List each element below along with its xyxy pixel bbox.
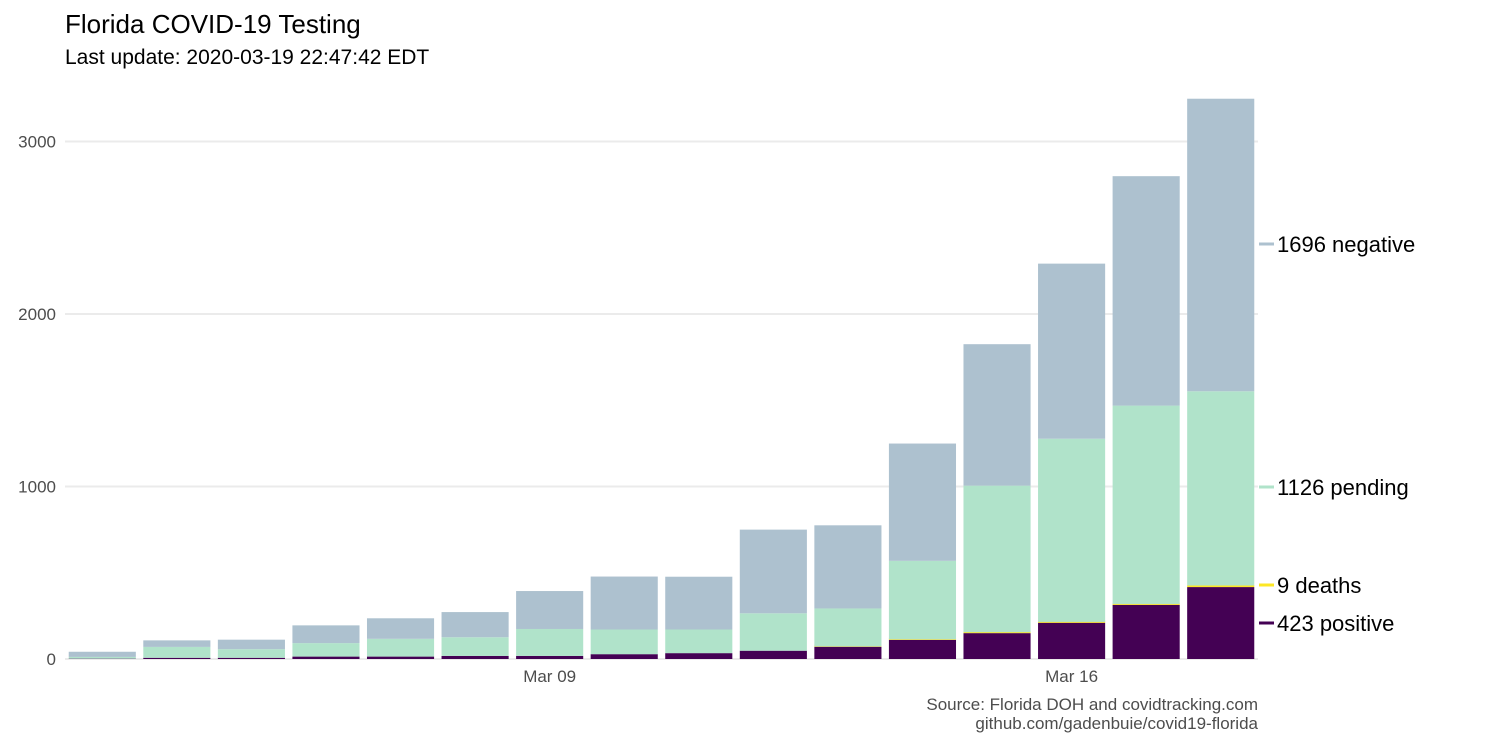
bar-negative	[665, 576, 733, 630]
x-tick-label: Mar 09	[523, 667, 576, 686]
y-tick-label: 2000	[18, 305, 56, 324]
bar-pending	[441, 637, 509, 656]
chart-title: Florida COVID-19 Testing	[65, 9, 361, 39]
y-tick-label: 3000	[18, 133, 56, 152]
bar-negative	[590, 576, 658, 630]
bar-positive	[665, 653, 733, 659]
bar-positive	[366, 656, 435, 659]
bar-pending	[143, 646, 211, 658]
y-tick-label: 1000	[18, 478, 56, 497]
bar-positive	[143, 657, 211, 659]
bar-pending	[1112, 405, 1180, 604]
bar-pending	[292, 643, 360, 657]
bar-pending	[516, 628, 584, 656]
bar-negative	[516, 591, 584, 629]
bar-negative	[739, 529, 807, 614]
bar-pending	[1038, 438, 1106, 622]
bar-positive	[590, 654, 658, 659]
bar-pending	[217, 649, 285, 658]
bar-negative	[292, 625, 360, 644]
repo-caption: github.com/gadenbuie/covid19-florida	[975, 714, 1258, 733]
bar-negative	[143, 640, 211, 647]
bar-positive	[963, 633, 1031, 659]
bar-positive	[888, 639, 957, 659]
bar-pending	[963, 485, 1031, 633]
end-label-positive: 423 positive	[1277, 611, 1394, 636]
bar-pending	[739, 613, 807, 651]
x-tick-label: Mar 16	[1045, 667, 1098, 686]
y-tick-label: 0	[47, 650, 56, 669]
end-label-deaths: 9 deaths	[1277, 573, 1361, 598]
bar-negative	[68, 651, 136, 657]
bar-negative	[814, 525, 882, 609]
bar-pending	[814, 608, 882, 647]
bar-positive	[1187, 587, 1255, 659]
bar-positive	[739, 650, 807, 659]
bar-negative	[366, 618, 435, 639]
bar-negative	[1038, 263, 1106, 439]
bar-negative	[888, 443, 957, 561]
bar-pending	[366, 638, 435, 657]
chart-subtitle: Last update: 2020-03-19 22:47:42 EDT	[65, 46, 430, 69]
bar-negative	[1112, 176, 1180, 406]
bar-negative	[1187, 98, 1255, 392]
source-caption: Source: Florida DOH and covidtracking.co…	[926, 695, 1258, 714]
bar-positive	[1112, 604, 1180, 659]
bar-pending	[590, 629, 658, 655]
bar-positive	[441, 655, 509, 659]
bar-negative	[441, 612, 509, 638]
bar-deaths	[1187, 585, 1255, 588]
end-label-negative: 1696 negative	[1277, 232, 1415, 257]
end-label-pending: 1126 pending	[1277, 475, 1409, 500]
bar-positive	[814, 646, 882, 659]
bar-negative	[217, 639, 285, 650]
bar-positive	[292, 656, 360, 659]
bar-positive	[217, 657, 285, 659]
bar-pending	[665, 629, 733, 654]
bar-pending	[888, 560, 957, 640]
bar-pending	[68, 656, 136, 659]
bar-negative	[963, 344, 1031, 486]
bar-pending	[1187, 391, 1255, 586]
bar-positive	[516, 655, 584, 659]
bar-positive	[1038, 622, 1106, 659]
